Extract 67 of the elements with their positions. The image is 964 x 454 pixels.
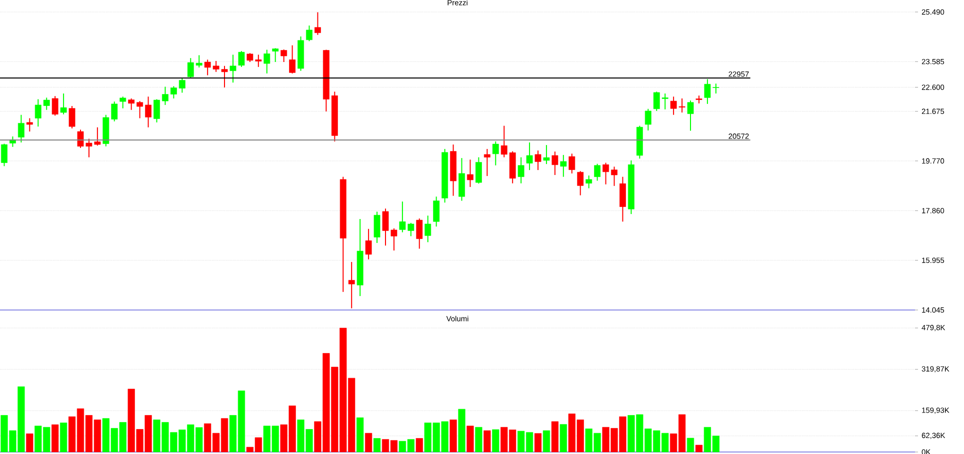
candlestick xyxy=(306,25,312,42)
bar xyxy=(52,424,59,452)
candlestick xyxy=(348,261,355,309)
bar xyxy=(466,426,474,452)
candlestick xyxy=(433,196,440,228)
candlestick xyxy=(178,77,186,94)
candlestick xyxy=(272,48,279,62)
bar xyxy=(356,417,364,452)
candlestick xyxy=(560,154,567,178)
candlestick xyxy=(264,49,270,74)
candlestick xyxy=(120,96,126,109)
candlestick xyxy=(611,166,618,186)
candlestick xyxy=(458,158,465,202)
candlestick xyxy=(60,92,67,115)
candlestick xyxy=(543,144,550,165)
candlestick xyxy=(518,156,524,184)
candlestick xyxy=(230,54,236,84)
candlestick xyxy=(687,100,694,132)
candlestick xyxy=(526,142,533,171)
candlestick xyxy=(238,50,245,68)
bar xyxy=(551,421,558,452)
candlestick xyxy=(568,153,576,174)
candlestick xyxy=(52,96,58,116)
candlestick xyxy=(552,151,558,176)
candlestick xyxy=(424,215,432,243)
candlestick xyxy=(1,143,8,167)
bar xyxy=(686,438,694,452)
candlestick xyxy=(136,100,143,119)
candlestick xyxy=(289,44,296,74)
candlestick xyxy=(26,118,33,132)
candlestick xyxy=(492,140,499,166)
candlestick xyxy=(484,148,490,177)
bar xyxy=(458,408,466,452)
candlestick xyxy=(145,96,152,128)
candlestick xyxy=(128,98,135,110)
bar xyxy=(373,438,381,452)
bar xyxy=(484,430,491,452)
candlestick xyxy=(586,175,592,189)
bar xyxy=(450,420,457,452)
candlestick xyxy=(577,170,584,196)
candlestick xyxy=(154,98,160,123)
candlestick xyxy=(467,159,474,188)
candlestick xyxy=(68,105,76,129)
bar xyxy=(60,422,68,452)
bar xyxy=(475,427,482,452)
bar xyxy=(695,444,703,452)
candlestick xyxy=(170,86,177,99)
bar xyxy=(534,433,542,452)
candlestick xyxy=(534,150,542,171)
bar xyxy=(542,430,550,452)
candlestick xyxy=(416,218,423,250)
bar xyxy=(560,424,567,452)
candlestick xyxy=(644,108,652,131)
candlestick xyxy=(18,114,24,143)
candlestick xyxy=(365,228,372,260)
candlestick xyxy=(620,176,626,222)
bar xyxy=(416,438,423,452)
candlestick xyxy=(594,163,600,182)
candlestick xyxy=(602,162,609,185)
candlestick xyxy=(314,12,321,36)
candlestick xyxy=(374,211,380,244)
bar xyxy=(365,432,372,452)
bar xyxy=(492,429,500,452)
candlestick xyxy=(280,48,288,62)
candlestick xyxy=(162,86,168,106)
candlestick xyxy=(475,156,482,184)
bar xyxy=(26,434,34,452)
